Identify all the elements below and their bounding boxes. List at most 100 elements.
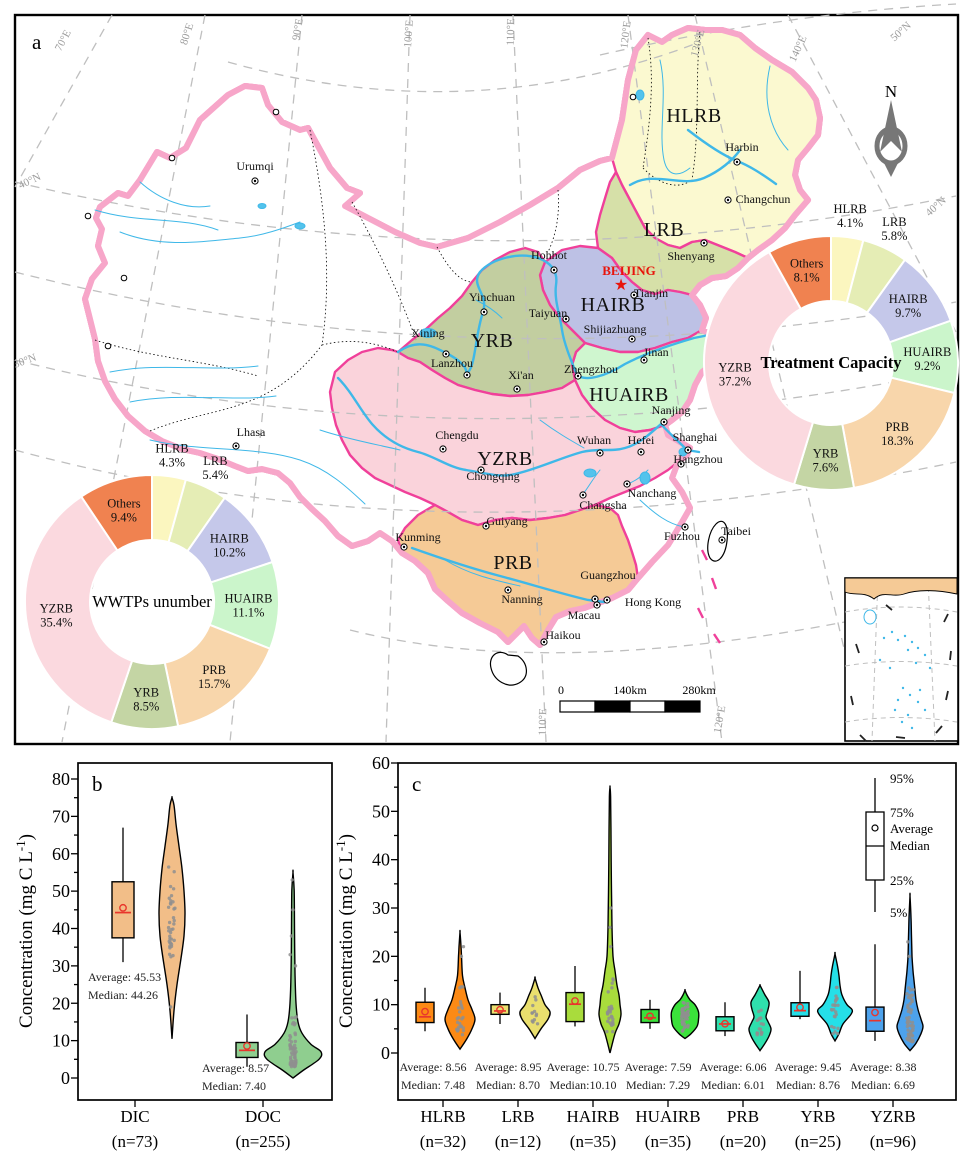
donut-segment-label: Others 8.1%	[790, 257, 823, 285]
violin-doc	[263, 869, 323, 1079]
mean-marker	[243, 1042, 251, 1050]
data-point	[908, 996, 913, 1000]
violin-hlrb	[444, 929, 476, 1051]
data-point	[172, 938, 176, 943]
data-point	[533, 995, 537, 999]
y-tick-label: 40	[52, 919, 70, 939]
city-marker-dot	[679, 462, 683, 466]
mean-marker	[496, 1005, 504, 1014]
city-label: Hefei	[628, 433, 655, 447]
data-point	[609, 1023, 614, 1027]
city-marker-dot	[402, 545, 406, 549]
scalebar-end: 280km	[682, 683, 716, 697]
basin-label-lrb: LRB	[644, 219, 684, 241]
city-label: Xining	[411, 326, 444, 340]
stat-annotation: Average: 8.95	[474, 1060, 541, 1074]
data-point	[907, 1038, 912, 1042]
data-point	[607, 1016, 611, 1021]
city-label: Xi'an	[508, 368, 534, 382]
x-tick-n-label: (n=25)	[795, 1132, 841, 1151]
data-point	[835, 996, 839, 1001]
data-point	[759, 1008, 764, 1012]
data-point	[292, 1055, 297, 1060]
y-tick-label: 50	[372, 801, 390, 821]
data-point	[905, 992, 909, 996]
data-point	[835, 1031, 840, 1036]
data-point	[834, 1010, 838, 1014]
data-point	[291, 908, 295, 912]
data-point	[907, 954, 912, 959]
stat-annotation: Average: 7.59	[624, 1060, 691, 1074]
city-label: Hangzhou	[673, 452, 722, 466]
data-point	[611, 1030, 615, 1034]
data-point	[531, 1003, 535, 1008]
city-label: Wuhan	[577, 433, 611, 447]
data-point	[606, 1019, 610, 1023]
data-point	[290, 1022, 295, 1026]
scalebar-zero: 0	[558, 683, 564, 697]
data-point	[530, 1019, 534, 1023]
data-point	[686, 1023, 690, 1028]
x-tick-label: YRB	[801, 1107, 836, 1126]
data-point	[609, 1014, 614, 1018]
graticule-label: 120°E	[618, 20, 633, 49]
x-tick-label: DOC	[245, 1107, 281, 1126]
x-tick-label: HAIRB	[567, 1107, 620, 1126]
city-marker-dot	[642, 358, 646, 362]
data-point	[167, 896, 171, 900]
stat-annotation: Average: 8.38	[849, 1060, 916, 1074]
data-point	[610, 1006, 614, 1011]
city-label: Jinan	[643, 345, 668, 359]
city-marker-dot	[702, 241, 706, 245]
stat-annotation: Median: 44.26	[88, 988, 158, 1002]
city-label: Shanghai	[673, 430, 718, 444]
data-point	[610, 981, 614, 985]
basin-label-hairb: HAIRB	[581, 294, 646, 316]
y-axis-label: Concentration (mg C L-1)	[333, 834, 357, 1028]
y-tick-label: 70	[52, 806, 70, 826]
data-point	[910, 993, 914, 998]
data-point	[907, 1020, 912, 1024]
city-label: Macau	[568, 608, 601, 622]
data-point	[456, 1028, 460, 1032]
city-marker-dot	[726, 198, 730, 202]
data-point	[460, 1006, 464, 1010]
city-marker-dot	[234, 444, 238, 448]
data-point	[460, 1033, 465, 1037]
city-marker-dot	[662, 420, 666, 424]
data-point	[833, 1003, 837, 1007]
data-point	[167, 920, 172, 925]
legend-label: Median	[890, 838, 930, 853]
y-tick-label: 10	[52, 1031, 70, 1051]
data-point	[686, 1013, 691, 1017]
donut-segment-label: HUAIRB 9.2%	[903, 345, 951, 373]
stat-annotation: Median: 8.76	[776, 1078, 840, 1092]
data-point	[293, 1032, 298, 1037]
city-label: Yinchuan	[469, 290, 515, 304]
graticule-label: 90°E	[290, 17, 306, 41]
stat-annotation: Average: 8.57	[202, 1061, 269, 1075]
data-point	[456, 1006, 461, 1010]
data-point	[833, 1015, 837, 1019]
x-tick-n-label: (n=12)	[495, 1132, 541, 1151]
data-point	[905, 1024, 910, 1029]
city-label: Chengdu	[435, 428, 478, 442]
city-marker-dot	[484, 524, 488, 528]
donut-title: Treatment Capacity	[761, 353, 903, 372]
y-tick-label: 40	[372, 850, 390, 870]
scalebar-mid: 140km	[613, 683, 647, 697]
city-marker-dot	[552, 268, 556, 272]
y-tick-label: 60	[52, 844, 70, 864]
stat-annotation: Average: 45.53	[88, 970, 161, 984]
lakes	[257, 89, 688, 485]
city-marker-dot	[605, 598, 609, 602]
box-lrb	[490, 1003, 510, 1016]
box-yrb	[790, 1002, 810, 1017]
data-point	[172, 870, 176, 874]
city-marker-dot	[482, 310, 486, 314]
stat-annotation: Average: 9.45	[774, 1060, 841, 1074]
dash-line-marks	[696, 549, 721, 644]
data-point	[168, 934, 172, 938]
data-point	[906, 1032, 910, 1036]
mean-marker	[119, 903, 127, 912]
